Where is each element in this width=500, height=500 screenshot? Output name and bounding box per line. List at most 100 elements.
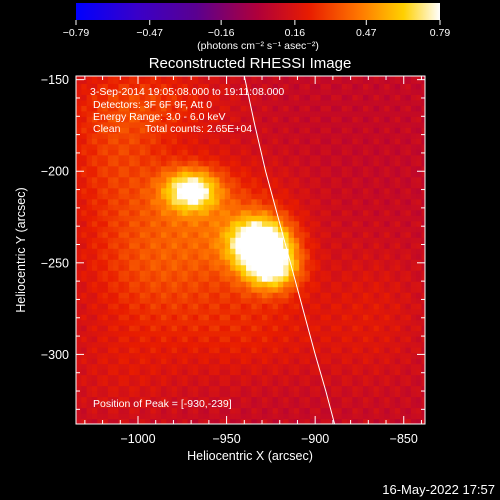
heatmap-cell [208, 198, 215, 205]
heatmap-cell [176, 99, 183, 106]
heatmap-cell [405, 380, 412, 387]
heatmap-cell [378, 286, 385, 293]
heatmap-cell [118, 237, 125, 244]
heatmap-cell [394, 325, 401, 332]
heatmap-cell [384, 259, 391, 266]
heatmap-cell [224, 297, 231, 304]
heatmap-cell [410, 127, 417, 134]
heatmap-cell [293, 314, 300, 321]
heatmap-cell [315, 182, 322, 189]
heatmap-cell [182, 165, 189, 172]
heatmap-cell [155, 160, 162, 167]
heatmap-cell [389, 396, 396, 403]
heatmap-cell [251, 138, 258, 145]
heatmap-cell [203, 121, 210, 128]
heatmap-cell [76, 138, 82, 145]
heatmap-cell [325, 143, 332, 150]
heatmap-cell [118, 248, 125, 255]
heatmap-cell [192, 165, 199, 172]
heatmap-cell [208, 407, 215, 414]
heatmap-cell [76, 160, 82, 167]
heatmap-cell [416, 215, 423, 222]
heatmap-cell [161, 352, 167, 359]
heatmap-cell [91, 83, 98, 90]
heatmap-cell [362, 248, 369, 255]
heatmap-cell [262, 270, 268, 277]
heatmap-cell [166, 182, 173, 189]
heatmap-cell [272, 99, 279, 106]
heatmap-cell [373, 374, 380, 381]
heatmap-cell [203, 160, 210, 167]
heatmap-cell [299, 143, 306, 150]
heatmap-cell [272, 154, 279, 161]
heatmap-cell [102, 83, 109, 90]
heatmap-cell [421, 413, 425, 420]
heatmap-cell [304, 193, 311, 200]
heatmap-cell [262, 325, 268, 332]
heatmap-cell [256, 237, 263, 244]
heatmap-cell [304, 385, 311, 392]
heatmap-cell [357, 264, 364, 271]
heatmap-cell [262, 314, 268, 321]
heatmap-cell [283, 380, 290, 387]
heatmap-cell [325, 264, 332, 271]
heatmap-cell [288, 171, 295, 178]
heatmap-cell [123, 231, 130, 238]
heatmap-cell [139, 171, 146, 178]
heatmap-cell [331, 215, 338, 222]
heatmap-cell [150, 242, 157, 249]
heatmap-cell [267, 76, 274, 79]
heatmap-cell [198, 127, 205, 134]
heatmap-cell [299, 380, 306, 387]
heatmap-cell [134, 352, 141, 359]
heatmap-cell [129, 374, 136, 381]
heatmap-cell [336, 138, 343, 145]
heatmap-cell [378, 99, 385, 106]
heatmap-cell [230, 319, 237, 326]
heatmap-cell [325, 127, 332, 134]
heatmap-cell [129, 193, 136, 200]
heatmap-cell [405, 171, 412, 178]
heatmap-cell [400, 83, 407, 90]
heatmap-cell [155, 330, 162, 337]
heatmap-cell [203, 94, 210, 101]
heatmap-cell [86, 325, 93, 332]
heatmap-cell [251, 231, 258, 238]
heatmap-cell [192, 226, 199, 233]
heatmap-cell [240, 77, 247, 84]
heatmap-cell [357, 248, 364, 255]
heatmap-cell [161, 418, 167, 424]
heatmap-cell [187, 402, 194, 409]
heatmap-cell [410, 187, 417, 194]
heatmap-cell [176, 121, 183, 128]
heatmap-cell [230, 171, 237, 178]
heatmap-cell [166, 226, 173, 233]
heatmap-cell [347, 264, 353, 271]
heatmap-cell [421, 264, 425, 271]
heatmap-cell [299, 341, 306, 348]
heatmap-cell [161, 330, 167, 337]
heatmap-cell [277, 248, 284, 255]
heatmap-cell [86, 242, 93, 249]
heatmap-cell [134, 132, 141, 139]
heatmap-cell [150, 303, 157, 310]
heatmap-cell [293, 198, 300, 205]
heatmap-cell [373, 99, 380, 106]
heatmap-cell [240, 182, 247, 189]
heatmap-cell [256, 358, 263, 365]
heatmap-cell [102, 88, 109, 95]
heatmap-cell [262, 330, 268, 337]
heatmap-cell [192, 154, 199, 161]
heatmap-cell [357, 116, 364, 123]
heatmap-cell [155, 99, 162, 106]
heatmap-cell [224, 226, 231, 233]
x-tick-label: −900 [301, 432, 329, 446]
heatmap-cell [219, 292, 226, 299]
heatmap-cell [405, 396, 412, 403]
heatmap-cell [230, 380, 237, 387]
heatmap-cell [368, 193, 375, 200]
heatmap-cell [118, 330, 125, 337]
heatmap-cell [251, 292, 258, 299]
heatmap-cell [373, 198, 380, 205]
heatmap-cell [251, 88, 258, 95]
